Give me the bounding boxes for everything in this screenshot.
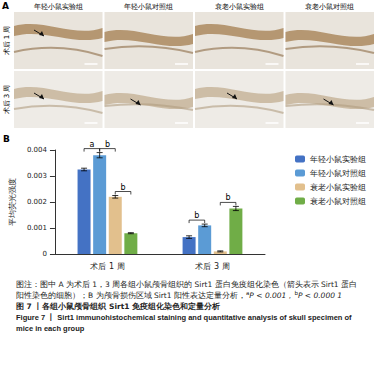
svg-text:0: 0 (42, 250, 46, 258)
html-text:B: B (3, 134, 10, 144)
svg-text:年轻小鼠对照组: 年轻小鼠对照组 (124, 3, 173, 11)
svg-text:平均荧光强度: 平均荧光强度 (8, 178, 17, 226)
svg-text:年轻小鼠实验组: 年轻小鼠实验组 (310, 155, 366, 164)
svg-text:术后 1 周: 术后 1 周 (90, 262, 124, 271)
svg-text:年轻小鼠实验组: 年轻小鼠实验组 (34, 3, 83, 11)
svg-text:衰老小鼠对照组: 衰老小鼠对照组 (305, 3, 354, 11)
svg-text:术后 3 周: 术后 3 周 (3, 85, 11, 115)
svg-text:a: a (89, 140, 94, 149)
html-text:图注：图中 A 为术后 1，3 周各组小鼠颅骨组织的 Sir: 图注：图中 A 为术后 1，3 周各组小鼠颅骨组织的 Sirt1 蛋白免疫组化染… (16, 280, 357, 300)
svg-text:0.001: 0.001 (27, 224, 47, 232)
svg-text:0.002: 0.002 (27, 198, 47, 206)
svg-text:b: b (226, 193, 231, 202)
svg-text:0.004: 0.004 (27, 146, 48, 154)
svg-text:b: b (194, 211, 199, 220)
svg-text:术后 3 周: 术后 3 周 (195, 262, 229, 271)
svg-text:b: b (105, 140, 110, 149)
svg-text:A: A (2, 1, 9, 11)
svg-text:b: b (121, 183, 126, 192)
svg-text:年轻小鼠对照组: 年轻小鼠对照组 (310, 169, 366, 178)
svg-text:术后 1 周: 术后 1 周 (3, 26, 11, 56)
svg-text:衰老小鼠实验组: 衰老小鼠实验组 (215, 3, 264, 11)
svg-text:衰老小鼠实验组: 衰老小鼠实验组 (310, 183, 366, 192)
svg-text:0.003: 0.003 (27, 172, 47, 180)
html-text:Figure 7 丨 Sirt1 immunohistoch: Figure 7 丨 Sirt1 immunohistochemical sta… (16, 313, 352, 333)
svg-text:衰老小鼠对照组: 衰老小鼠对照组 (310, 197, 366, 206)
html-text:图 7 丨各组小鼠颅骨组织 Sirt1 免疫组化染色和定量分: 图 7 丨各组小鼠颅骨组织 Sirt1 免疫组化染色和定量分析 (16, 302, 221, 311)
